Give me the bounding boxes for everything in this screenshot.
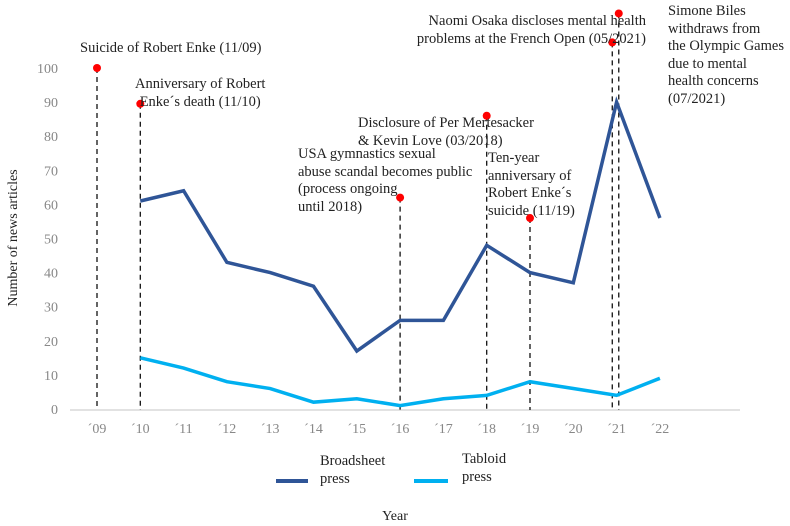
y-axis-title: Number of news articles: [6, 169, 21, 306]
x-tick-label: ´15: [347, 422, 366, 437]
y-tick-label: 60: [44, 198, 58, 213]
event-marker-dot: [608, 38, 617, 47]
x-tick-label: ´18: [477, 422, 496, 437]
legend-swatch-tabloid: [414, 479, 448, 483]
event-marker-dot: [614, 9, 623, 18]
event-marker-dot: [526, 214, 534, 223]
x-tick-label: ´09: [88, 422, 107, 437]
y-tick-label: 10: [44, 369, 58, 384]
x-axis-title: Year: [382, 509, 408, 524]
y-tick-label: 30: [44, 301, 58, 316]
event-label-mertesacker-love: Disclosure of Per Mertesacker & Kevin Lo…: [358, 115, 534, 149]
event-label-usa-gymnastics: USA gymnastics sexual abuse scandal beco…: [298, 146, 473, 215]
y-tick-label: 40: [44, 267, 58, 282]
event-label-enke-suicide: Suicide of Robert Enke (11/09): [80, 40, 262, 56]
event-marker-dot: [93, 64, 101, 72]
event-marker-dot: [396, 193, 405, 202]
legend-swatch-broadsheet: [276, 479, 308, 483]
y-tick-label: 80: [44, 130, 58, 145]
y-tick-label: 0: [51, 403, 58, 418]
x-tick-label: ´21: [607, 422, 626, 437]
x-tick-label: ´19: [521, 422, 540, 437]
event-marker-dot: [136, 99, 145, 108]
y-tick-label: 70: [44, 164, 58, 179]
event-label-enke-ten-year: Ten-year anniversary of Robert Enke´s su…: [488, 150, 575, 219]
x-tick-label: ´13: [261, 422, 280, 437]
x-tick-label: ´17: [434, 422, 453, 437]
x-tick-label: ´10: [131, 422, 150, 437]
x-tick-label: ´20: [564, 422, 583, 437]
legend-label-tabloid: Tabloid press: [462, 451, 507, 485]
event-marker-dot: [482, 111, 491, 120]
event-label-biles: Simone Biles withdraws from the Olympic …: [668, 3, 784, 107]
x-tick-label: ´12: [218, 422, 237, 437]
y-tick-label: 20: [44, 335, 58, 350]
y-tick-label: 90: [44, 96, 58, 111]
event-label-enke-anniversary: Anniversary of Robert Enke´s death (11/1…: [135, 76, 266, 110]
x-tick-label: ´14: [304, 422, 323, 437]
x-tick-label: ´11: [175, 422, 193, 437]
x-tick-label: ´22: [651, 422, 670, 437]
y-tick-label: 100: [37, 62, 58, 77]
y-tick-label: 50: [44, 233, 58, 248]
legend-label-broadsheet: Broadsheet press: [320, 453, 386, 487]
event-label-osaka: Naomi Osaka discloses mental health prob…: [416, 13, 646, 47]
x-tick-label: ´16: [391, 422, 410, 437]
